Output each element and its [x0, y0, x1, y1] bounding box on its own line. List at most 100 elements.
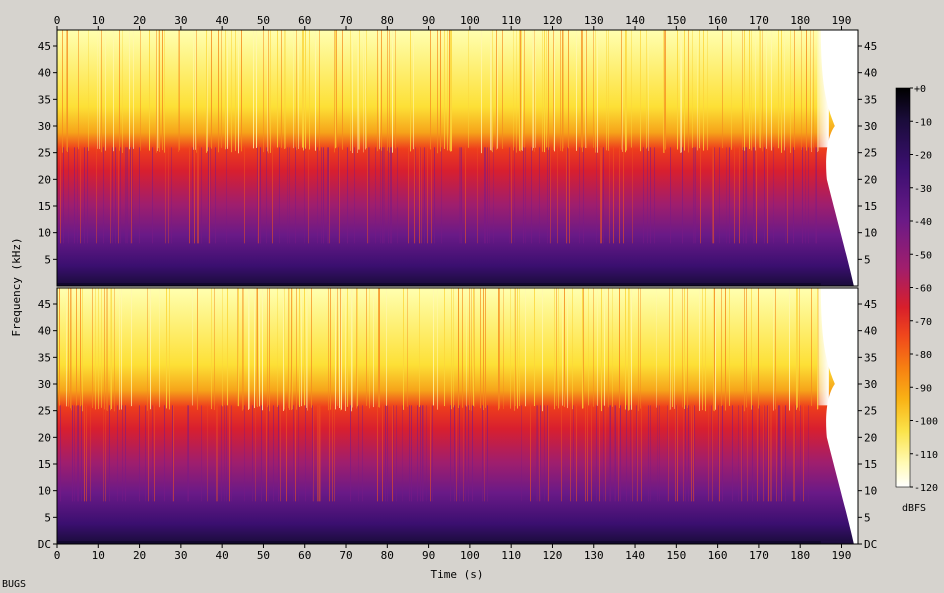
- streak: [192, 288, 193, 406]
- streak: [608, 288, 609, 408]
- x-tick-label: 110: [501, 14, 521, 27]
- streak: [725, 288, 726, 411]
- y-tick-label: 25: [864, 147, 877, 160]
- streak: [797, 288, 798, 408]
- x-axis-bottom: 0 10 20 30 40 50 60 70 80 90 100 110 120 130 140 150 160…: [54, 544, 851, 562]
- y-tick-label: 15: [864, 458, 877, 471]
- streak: [350, 405, 351, 502]
- streak: [351, 288, 352, 412]
- streak: [305, 405, 306, 502]
- streak: [106, 288, 107, 411]
- streak: [409, 405, 410, 502]
- streak: [656, 288, 657, 408]
- streak: [430, 30, 431, 150]
- y-tick-label: 20: [38, 173, 51, 186]
- streak: [536, 405, 537, 502]
- streak: [286, 405, 287, 502]
- streak: [252, 405, 253, 502]
- streak: [335, 288, 336, 410]
- streak: [84, 405, 85, 502]
- streak: [105, 405, 106, 502]
- streak: [525, 147, 526, 244]
- streak: [480, 288, 481, 409]
- streak: [672, 288, 673, 408]
- streak: [583, 288, 584, 409]
- streak: [618, 405, 619, 502]
- streak: [77, 147, 78, 244]
- streak: [803, 405, 804, 502]
- streak: [499, 288, 500, 409]
- streak: [466, 288, 467, 407]
- streak: [548, 405, 549, 502]
- streak: [122, 30, 123, 153]
- streak: [77, 405, 78, 502]
- streak: [699, 30, 700, 149]
- x-tick-label: 110: [501, 549, 521, 562]
- streak: [609, 147, 610, 244]
- streak: [778, 30, 779, 149]
- streak: [119, 288, 120, 410]
- colorbar: +0 -10 -20 -30 -40 -50 -60 -70 -80 -90 -100 -110 -12…: [895, 84, 938, 494]
- streak: [311, 288, 312, 408]
- streak: [591, 405, 592, 502]
- y-tick-label: 35: [38, 351, 51, 364]
- streak: [396, 405, 397, 502]
- streak: [744, 288, 745, 412]
- streak: [477, 147, 478, 244]
- silence-region: [820, 30, 858, 286]
- streak: [295, 405, 296, 502]
- colorbar-label: dBFS: [902, 503, 926, 514]
- y-tick-label: 40: [38, 67, 51, 80]
- streak: [60, 405, 61, 502]
- streak: [600, 147, 601, 244]
- streak: [98, 288, 99, 410]
- streak: [299, 288, 300, 407]
- streak: [561, 405, 562, 502]
- streak: [289, 147, 290, 244]
- streak: [197, 288, 198, 410]
- streak: [148, 405, 149, 502]
- streak: [535, 30, 536, 148]
- x-tick-label: 30: [174, 14, 187, 27]
- streak: [778, 405, 779, 502]
- streak: [341, 288, 342, 410]
- streak: [178, 30, 179, 152]
- streak: [132, 147, 133, 244]
- streak: [628, 288, 629, 411]
- x-axis-label: Time (s): [431, 568, 484, 581]
- streak: [465, 147, 466, 244]
- streak: [729, 288, 730, 406]
- streak: [787, 147, 788, 244]
- streak: [272, 147, 273, 244]
- streak: [513, 30, 514, 151]
- streak: [387, 30, 388, 151]
- streak: [734, 147, 735, 244]
- streak: [288, 288, 289, 409]
- streak: [811, 30, 812, 153]
- streak: [751, 288, 752, 410]
- y-tick-label: 15: [38, 458, 51, 471]
- streak: [415, 147, 416, 244]
- streak: [298, 30, 299, 149]
- streak: [764, 405, 765, 502]
- streak: [586, 30, 587, 149]
- streak: [713, 288, 714, 411]
- x-tick-label: 180: [790, 549, 810, 562]
- streak: [87, 147, 88, 244]
- streak: [187, 405, 188, 502]
- streak: [484, 405, 485, 502]
- streak: [601, 288, 602, 412]
- streak: [485, 288, 486, 408]
- streak: [347, 147, 348, 244]
- streak: [711, 405, 712, 502]
- streak: [104, 288, 105, 410]
- streak: [692, 30, 693, 148]
- streak: [648, 405, 649, 502]
- x-tick-label: 50: [257, 14, 270, 27]
- streak: [754, 147, 755, 244]
- streak: [362, 405, 363, 502]
- streak: [257, 288, 258, 407]
- x-tick-label: 20: [133, 14, 146, 27]
- streak: [408, 147, 409, 244]
